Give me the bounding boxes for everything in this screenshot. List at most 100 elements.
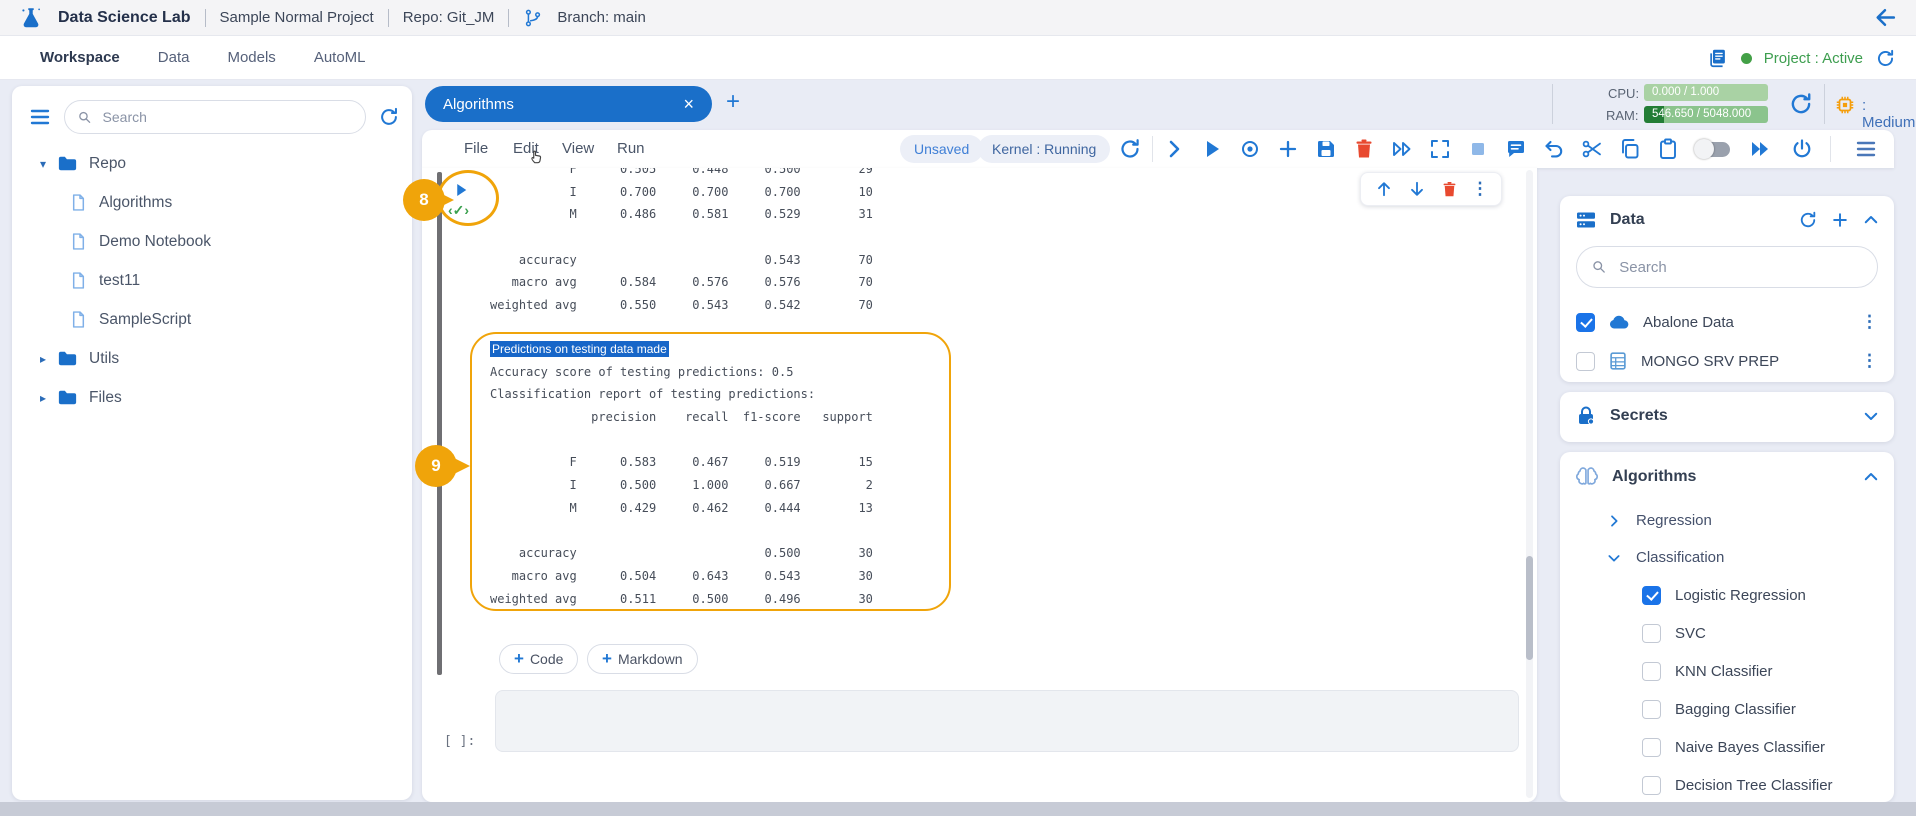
folder-icon [56,347,79,370]
tree-file-test11[interactable]: test11 [12,261,412,300]
cut-cell-icon[interactable] [1580,137,1604,161]
chevron-right-icon[interactable] [1162,137,1186,161]
paste-cell-icon[interactable] [1656,137,1680,161]
sidebar-refresh-icon[interactable] [378,106,400,128]
expand-secrets-icon[interactable] [1862,407,1880,425]
menu-file[interactable]: File [464,140,489,157]
data-search-input[interactable] [1617,257,1863,277]
add-code-cell-button[interactable]: + Code [499,644,579,674]
stop-kernel-icon[interactable] [1466,137,1490,161]
add-markdown-label: Markdown [617,651,683,667]
cell-more-options-icon[interactable]: ⋮ [1471,179,1489,198]
copy-cell-icon[interactable] [1618,137,1642,161]
resources-refresh-icon[interactable] [1788,91,1814,117]
caret-down-icon[interactable]: ▾ [39,156,47,171]
tree-folder-label: Repo [89,154,127,172]
collapse-algorithms-icon[interactable] [1862,468,1880,486]
tree-folder-repo[interactable]: ▾ Repo [12,144,412,183]
folder-icon [56,386,79,409]
target-icon[interactable] [1238,137,1262,161]
algo-group-regression[interactable]: Regression [1560,502,1894,539]
tree-file-demo-notebook[interactable]: Demo Notebook [12,222,412,261]
sidebar-search-box[interactable] [64,100,366,134]
fullscreen-icon[interactable] [1428,137,1452,161]
algo-checkbox-checked[interactable] [1642,585,1661,605]
table-dataset-icon [1607,350,1629,372]
tree-file-samplescript[interactable]: SampleScript [12,300,412,339]
dataset-row-abalone[interactable]: Abalone Data ⋮ [1560,302,1894,342]
close-tab-icon[interactable]: × [683,94,694,114]
algo-item-naive-bayes-classifier[interactable]: Naive Bayes Classifier [1560,728,1894,766]
data-search-box[interactable] [1576,246,1878,288]
algo-checkbox-unchecked[interactable] [1642,661,1661,681]
nav-tab-data[interactable]: Data [157,49,190,66]
algo-checkbox-unchecked[interactable] [1642,775,1661,795]
comments-icon[interactable] [1504,137,1528,161]
save-notebook-icon[interactable] [1314,137,1338,161]
sidebar-search-input[interactable] [100,108,353,126]
editor-tab-title: Algorithms [443,95,514,113]
algo-checkbox-unchecked[interactable] [1642,699,1661,719]
tree-folder-utils[interactable]: ▸ Utils [12,339,412,378]
algo-item-logistic-regression[interactable]: Logistic Regression [1560,576,1894,614]
dataset-checkbox-unchecked[interactable] [1576,351,1595,371]
collapse-data-icon[interactable] [1862,211,1880,229]
ram-usage-bar: 546.650 / 5048.000 [1644,106,1768,123]
menu-view[interactable]: View [562,140,595,157]
run-cell-gutter-icon[interactable] [452,181,470,199]
chevron-down-icon[interactable] [1606,550,1622,566]
algo-item-bagging-classifier[interactable]: Bagging Classifier [1560,690,1894,728]
search-icon [77,109,93,126]
empty-code-cell[interactable] [495,690,1519,752]
add-data-icon[interactable] [1830,210,1850,230]
shutdown-icon[interactable] [1790,137,1814,161]
app-logo-flask-icon [18,5,44,31]
editor-tab-algorithms[interactable]: Algorithms × [425,86,712,122]
nav-tab-workspace[interactable]: Workspace [40,49,120,66]
algo-checkbox-unchecked[interactable] [1642,737,1661,757]
dataset-checkbox-checked[interactable] [1576,312,1595,332]
menu-run[interactable]: Run [617,140,645,157]
chevron-right-icon[interactable] [1606,513,1622,529]
skip-forward-icon[interactable] [1390,137,1414,161]
algo-checkbox-unchecked[interactable] [1642,623,1661,643]
project-refresh-icon[interactable] [1875,48,1896,69]
tree-file-algorithms[interactable]: Algorithms [12,183,412,222]
algorithms-panel: Algorithms Regression Classification Log… [1560,452,1894,802]
move-cell-down-icon[interactable] [1407,179,1427,199]
cell-output-training-report: F 0.505 0.448 0.500 29 I 0.700 0.700 0.7… [490,168,873,313]
caret-right-icon[interactable]: ▸ [39,390,47,405]
dataset-row-mongo[interactable]: MONGO SRV PREP ⋮ [1560,342,1894,380]
add-code-label: Code [529,651,564,667]
add-markdown-cell-button[interactable]: + Markdown [587,644,698,674]
caret-right-icon[interactable]: ▸ [39,351,47,366]
notebook-scrollbar-track[interactable] [1526,170,1533,798]
nav-tab-models[interactable]: Models [227,49,276,66]
run-cell-icon[interactable] [1200,137,1224,161]
algo-item-svc[interactable]: SVC [1560,614,1894,652]
kernel-refresh-icon[interactable] [1118,137,1142,161]
menu-edit[interactable]: Edit [513,140,539,157]
toggle-switch[interactable] [1694,139,1730,159]
new-tab-button[interactable]: + [726,88,741,115]
notebook-scrollbar-thumb[interactable] [1526,556,1533,660]
algo-item-knn-classifier[interactable]: KNN Classifier [1560,652,1894,690]
project-logs-icon[interactable] [1707,47,1729,69]
back-arrow-icon[interactable] [1873,5,1898,30]
move-cell-up-icon[interactable] [1374,179,1394,199]
algo-item-decision-tree-classifier[interactable]: Decision Tree Classifier [1560,766,1894,802]
algo-group-classification[interactable]: Classification [1560,539,1894,576]
dataset-more-options-icon[interactable]: ⋮ [1861,312,1878,331]
run-all-icon[interactable] [1748,137,1772,161]
undo-icon[interactable] [1542,137,1566,161]
tree-folder-files[interactable]: ▸ Files [12,378,412,417]
delete-cell-icon[interactable] [1440,180,1459,199]
delete-cell-icon[interactable] [1352,137,1376,161]
nav-tab-automl[interactable]: AutoML [313,49,366,66]
file-icon [68,270,89,291]
data-refresh-icon[interactable] [1798,210,1818,230]
dataset-more-options-icon[interactable]: ⋮ [1861,351,1878,370]
notebook-menu-icon[interactable] [1854,137,1878,161]
add-cell-icon[interactable] [1276,137,1300,161]
sidebar-menu-icon[interactable] [28,105,52,129]
